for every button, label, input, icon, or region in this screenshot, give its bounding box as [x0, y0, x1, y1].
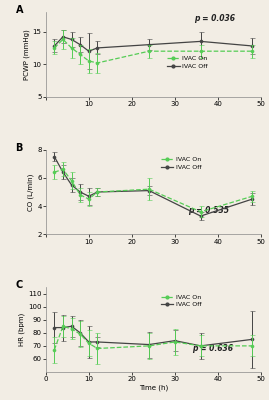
Text: p = 0.636: p = 0.636: [192, 344, 233, 353]
Y-axis label: CO (L/min): CO (L/min): [28, 173, 34, 211]
Y-axis label: HR (bpm): HR (bpm): [19, 313, 25, 346]
Text: A: A: [16, 5, 23, 15]
Text: C: C: [16, 280, 23, 290]
X-axis label: Time (h): Time (h): [139, 385, 168, 392]
Text: p = 0.036: p = 0.036: [194, 14, 235, 23]
Y-axis label: PCWP (mmHg): PCWP (mmHg): [23, 29, 30, 80]
Legend: IVAC On, IVAC Off: IVAC On, IVAC Off: [161, 294, 201, 308]
Text: B: B: [16, 143, 23, 153]
Legend: IVAC On, IVAC Off: IVAC On, IVAC Off: [167, 56, 208, 69]
Legend: IVAC On, IVAC Off: IVAC On, IVAC Off: [161, 157, 201, 170]
Text: p = 0.535: p = 0.535: [188, 206, 229, 215]
